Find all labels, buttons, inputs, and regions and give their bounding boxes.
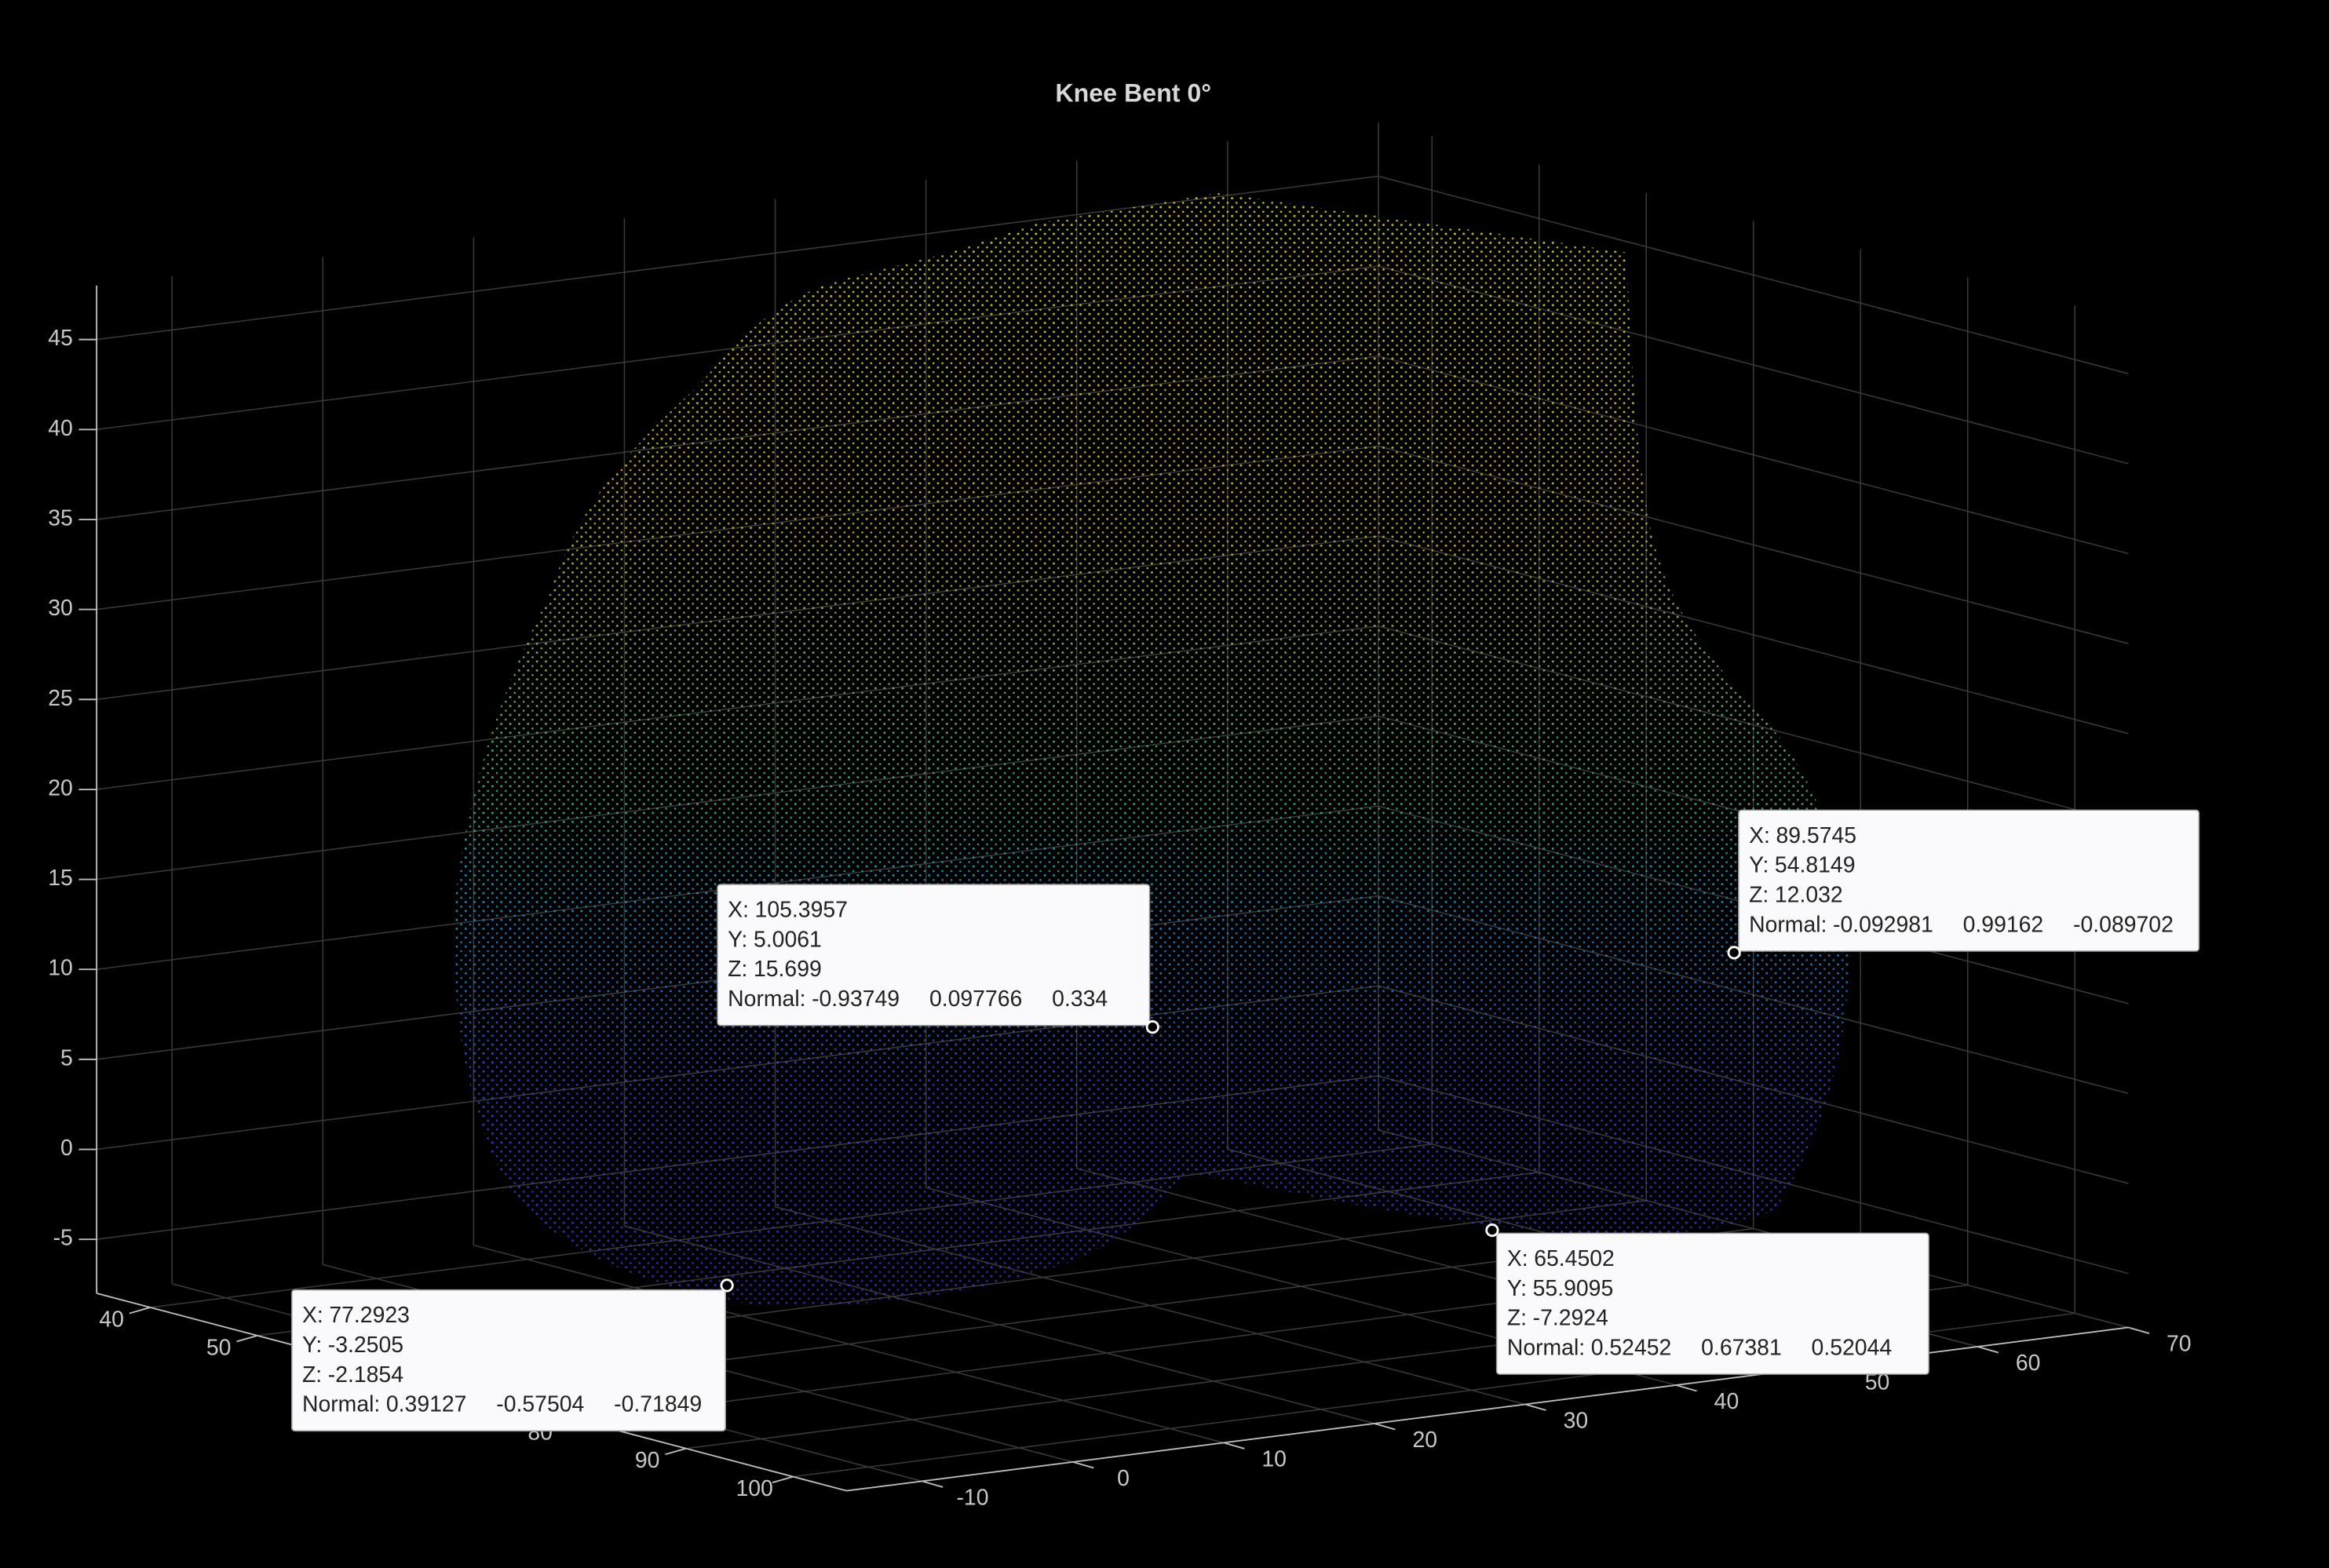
data-tip-value: 0.67381 (1701, 1335, 1782, 1360)
data-tip-point (720, 1278, 734, 1293)
data-tip-value: 5.0061 (754, 927, 822, 952)
grid-line (1378, 175, 2129, 374)
data-tip-value: -7.2924 (1533, 1306, 1608, 1331)
x-tick-label: 90 (635, 1448, 660, 1473)
data-tip-value: 55.9095 (1533, 1276, 1614, 1301)
chart-title: Knee Bent 0° (1055, 79, 1211, 108)
y-tick-label: 70 (2167, 1332, 2192, 1357)
data-tip-label: Z: (728, 957, 747, 982)
z-tick-label: 35 (48, 505, 73, 531)
data-tip-value: 54.8149 (1775, 853, 1856, 878)
data-tip-value: 12.032 (1775, 882, 1843, 907)
data-tip-value: 0.334 (1052, 986, 1108, 1012)
z-tick-label: 40 (48, 416, 73, 441)
z-tick-label: 15 (48, 866, 73, 891)
z-tick-label: 20 (48, 775, 73, 800)
z-tick-label: 0 (60, 1136, 73, 1161)
point-cloud (453, 192, 1849, 1307)
data-tip-box (290, 1289, 726, 1432)
y-tick-mark (1374, 1423, 1396, 1431)
data-tip-point (1145, 1020, 1159, 1034)
data-tip-label: Y: (728, 927, 747, 952)
z-tick-label: 30 (48, 596, 73, 621)
data-tip-value: -0.092981 (1833, 912, 1933, 937)
data-tip-value: 0.097766 (929, 986, 1022, 1012)
data-tip-value: 0.52452 (1591, 1335, 1672, 1360)
x-tick-label: 100 (736, 1476, 772, 1501)
y-tick-label: 20 (1412, 1428, 1437, 1453)
z-tick-label: 5 (60, 1045, 73, 1070)
data-tip-label: Normal: (1507, 1335, 1585, 1360)
data-tip-box (1738, 809, 2200, 952)
data-tip-value: 0.99162 (1963, 912, 2044, 937)
data-tip-box (1495, 1232, 1929, 1375)
x-tick-label: 50 (206, 1335, 232, 1360)
z-tick-label: 10 (48, 956, 73, 981)
data-tip-value: 89.5745 (1776, 823, 1856, 848)
data-tip-box (717, 884, 1151, 1026)
z-tick-label: -5 (53, 1226, 73, 1251)
y-tick-label: 40 (1714, 1389, 1739, 1414)
data-tip-label: Z: (1749, 882, 1769, 907)
y-tick-mark (922, 1480, 944, 1488)
data-tip-value: 15.699 (754, 957, 822, 982)
data-tip-value: 0.52044 (1812, 1335, 1893, 1360)
data-tip-value: 77.2923 (329, 1303, 410, 1328)
y-tick-mark (1675, 1384, 1697, 1392)
data-tip-label: X: (728, 898, 749, 923)
data-tip-label: Normal: (302, 1392, 380, 1417)
data-tip-label: X: (1507, 1246, 1528, 1271)
y-tick-label: 30 (1564, 1409, 1589, 1434)
grid-line (473, 1245, 1225, 1444)
data-tip-value: -0.57504 (496, 1392, 584, 1417)
data-tip-label: Y: (302, 1333, 322, 1358)
y-tick-mark (1524, 1403, 1546, 1411)
data-tip-label: Normal: (1749, 912, 1827, 937)
data-tip-value: -2.1854 (328, 1362, 403, 1387)
data-tip-label: Y: (1507, 1276, 1527, 1301)
x-tick-mark (129, 1307, 151, 1315)
x-tick-label: 40 (99, 1307, 124, 1332)
data-tip-value: -0.93749 (812, 986, 900, 1012)
data-tip-value: -3.2505 (328, 1333, 403, 1358)
y-tick-label: 10 (1261, 1447, 1287, 1472)
data-tip-value: 105.3957 (755, 898, 848, 923)
data-tip-label: X: (302, 1303, 323, 1328)
y-tick-mark (1977, 1346, 1999, 1354)
data-tip-value: -0.71849 (614, 1392, 702, 1417)
y-tick-mark (1072, 1460, 1094, 1469)
data-tip-label: Normal: (728, 986, 805, 1012)
data-tip-point (1485, 1223, 1499, 1238)
z-tick-label: 45 (48, 326, 73, 351)
y-tick-mark (2128, 1326, 2150, 1334)
data-tip-point (1727, 946, 1741, 960)
x-tick-mark (236, 1334, 258, 1343)
data-tip-value: 0.39127 (386, 1392, 467, 1417)
y-tick-label: 0 (1117, 1466, 1130, 1491)
data-tip-label: Z: (1507, 1306, 1527, 1331)
data-tip-value: -0.089702 (2073, 912, 2174, 937)
data-tip-value: 65.4502 (1534, 1246, 1615, 1271)
x-tick-mark (665, 1447, 687, 1456)
y-tick-mark (1223, 1442, 1245, 1449)
data-tip-label: X: (1749, 823, 1770, 848)
y-tick-label: -10 (956, 1486, 988, 1511)
data-tip-label: Z: (302, 1362, 322, 1387)
z-tick-label: 25 (48, 686, 73, 711)
data-tip-label: Y: (1749, 853, 1769, 878)
x-tick-mark (772, 1475, 794, 1484)
y-tick-label: 60 (2016, 1351, 2041, 1376)
